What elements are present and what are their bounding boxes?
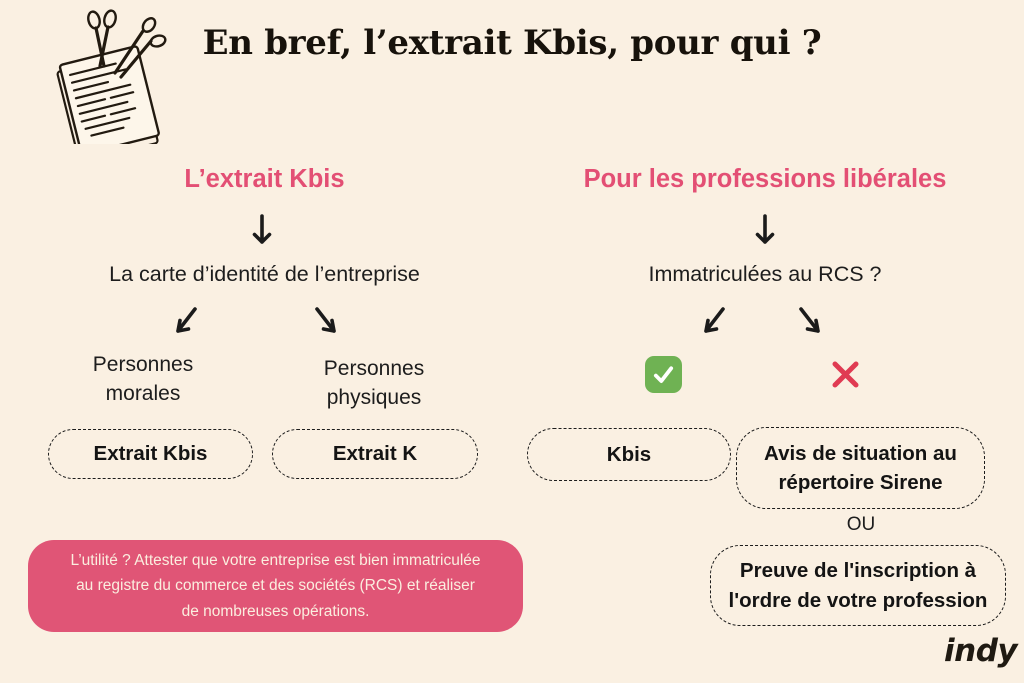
down-arrow-icon [249,213,275,247]
scissors-notepad-illustration [36,4,168,144]
or-label: OU [846,514,876,535]
down-left-arrow-icon [170,305,200,339]
pill-extrait-kbis: Extrait Kbis [48,429,253,479]
pill-avis-situation: Avis de situation au répertoire Sirene [736,427,985,509]
check-icon [645,356,682,393]
down-arrow-icon [752,213,778,247]
down-left-arrow-icon [698,305,728,339]
pill-kbis: Kbis [527,428,731,481]
kbis-column-heading: L’extrait Kbis [184,165,345,193]
note-text: L’utilité ? Attester que votre entrepris… [70,552,481,620]
kbis-subtitle: La carte d’identité de l’entreprise [109,262,420,286]
rcs-subtitle: Immatriculées au RCS ? [648,262,882,286]
branch-label-personnes-morales: Personnes morales [92,353,194,405]
branch-label-personnes-physiques: Personnes physiques [323,357,425,409]
cross-icon [830,359,861,390]
down-right-arrow-icon [312,305,342,339]
note-box: L’utilité ? Attester que votre entrepris… [28,540,523,632]
pill-extrait-k: Extrait K [272,429,478,479]
pill-preuve-inscription: Preuve de l'inscription à l'ordre de vot… [710,545,1006,626]
page-title: En bref, l’extrait Kbis, pour qui ? [202,22,822,63]
indy-logo: indy [944,633,1018,669]
down-right-arrow-icon [796,305,826,339]
liberales-column-heading: Pour les professions libérales [583,165,947,193]
